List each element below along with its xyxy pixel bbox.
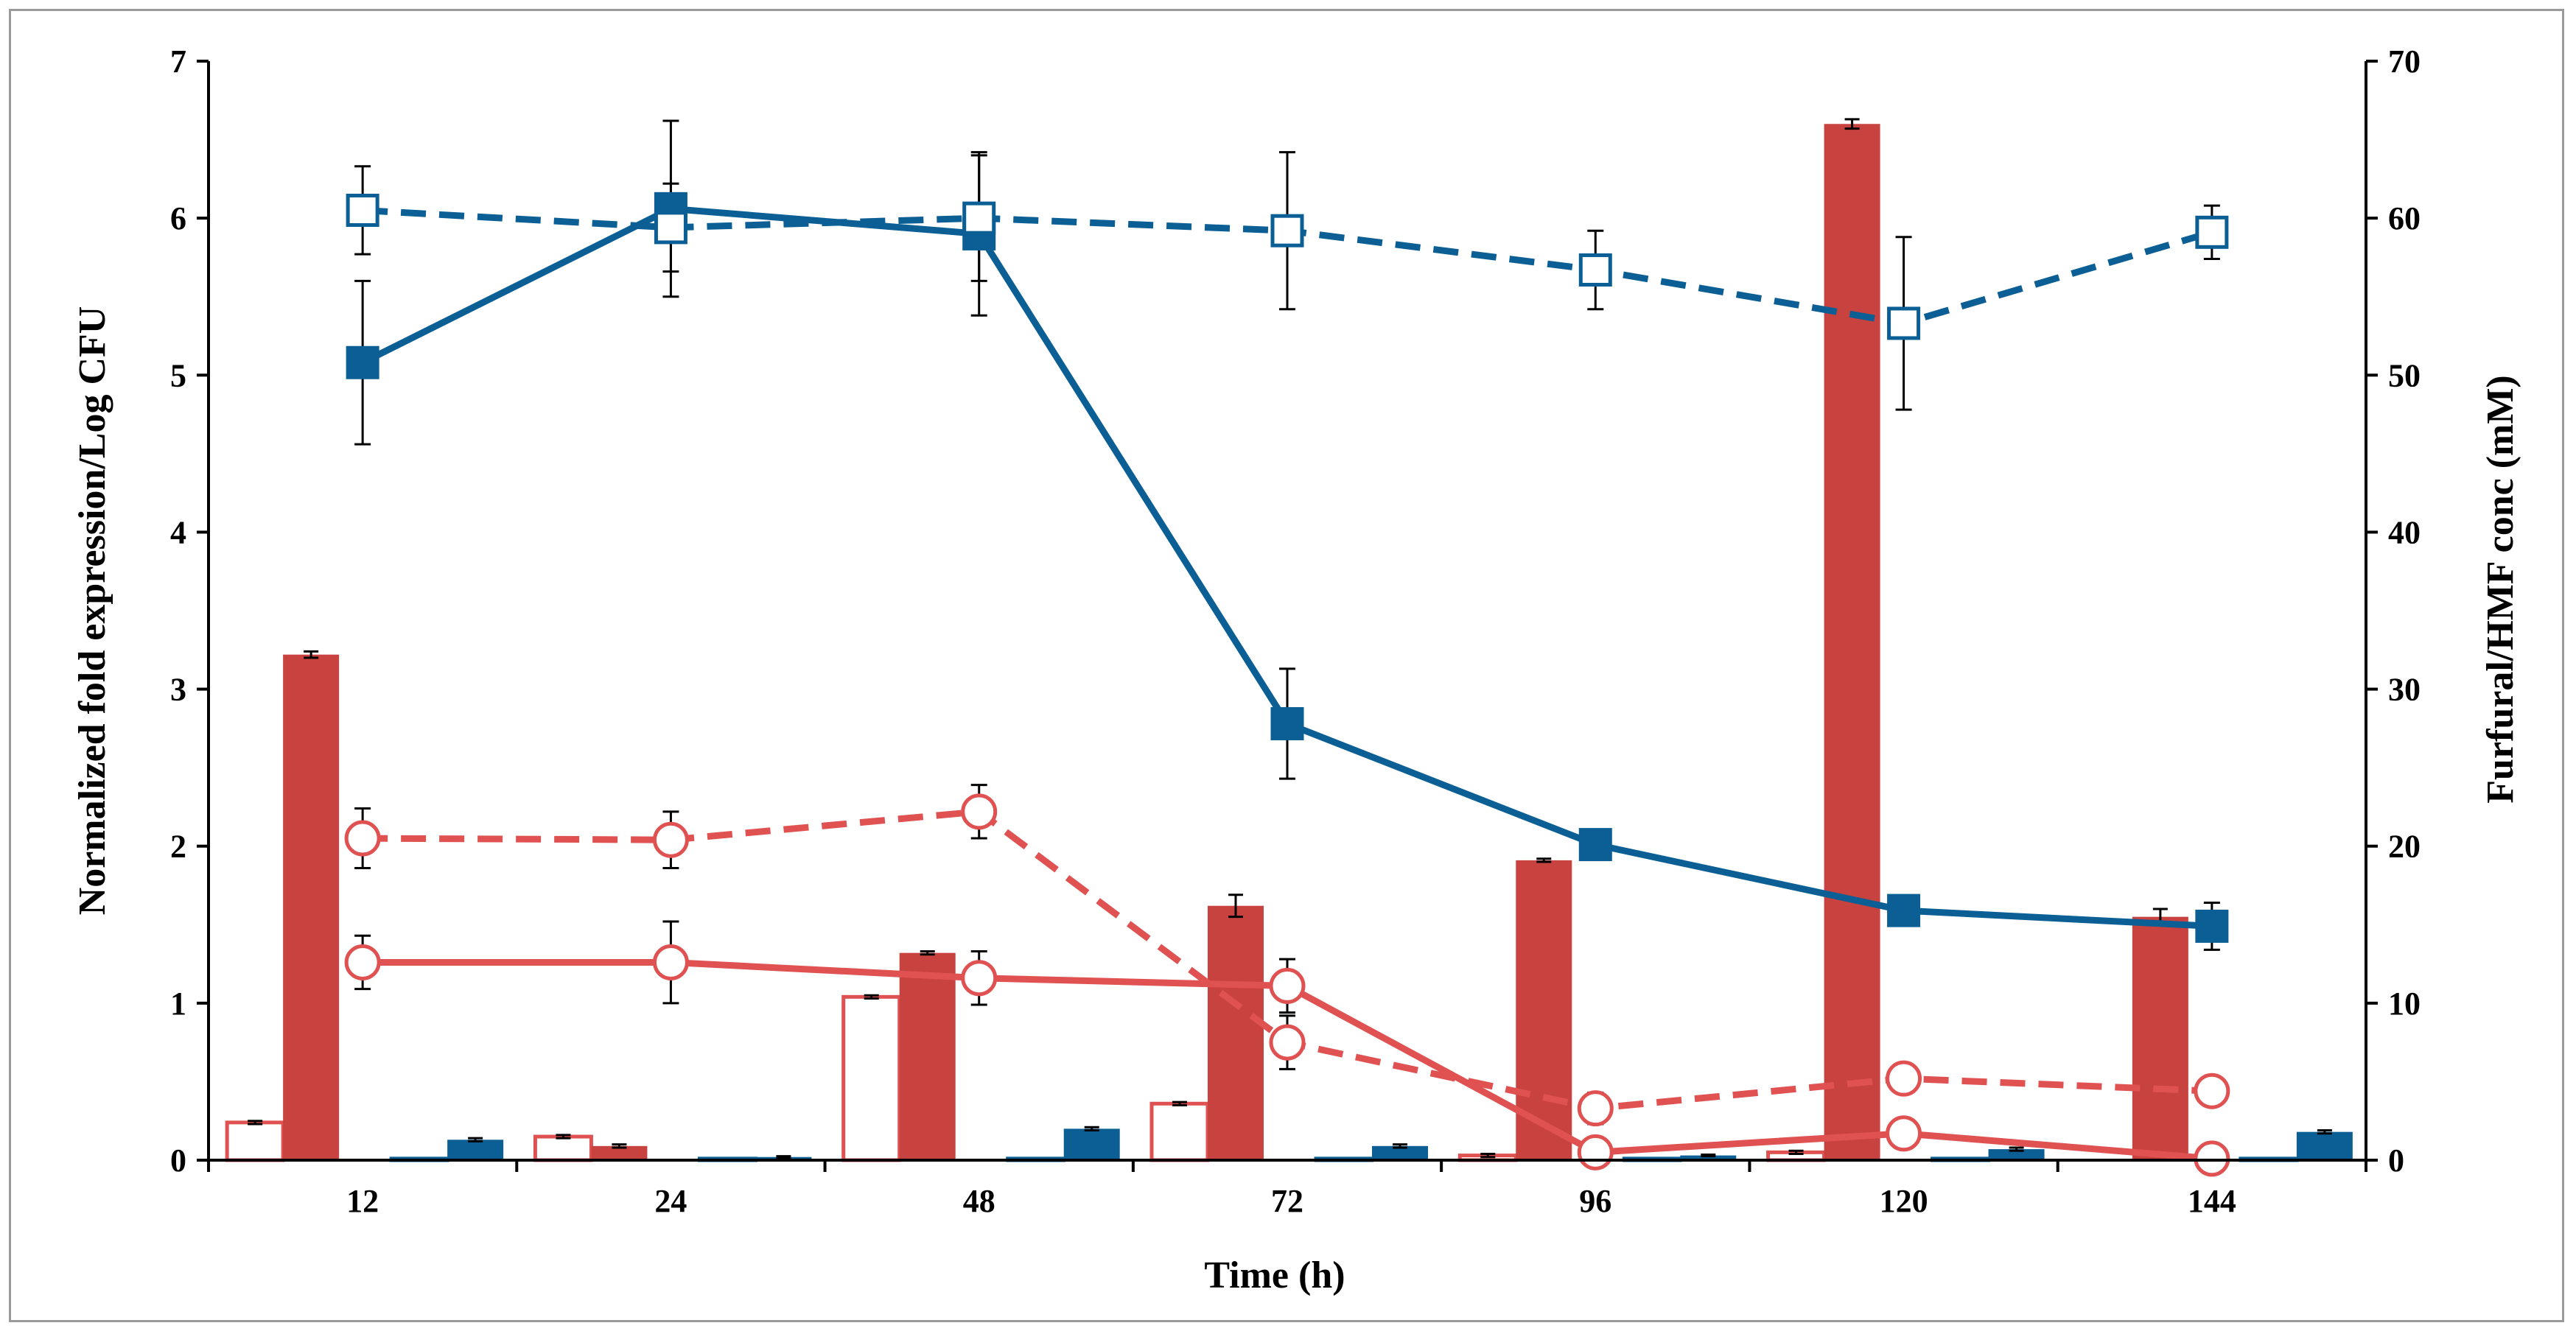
- bar-blue-filled-bar: [2296, 1131, 2353, 1160]
- blue-dashed-open-square-marker: [346, 193, 379, 227]
- blue-solid-filled-square-marker: [1270, 706, 1304, 740]
- bars-layer: [225, 124, 2353, 1162]
- x-tick-label: 72: [1271, 1183, 1303, 1219]
- lines-layer: [344, 192, 2230, 1177]
- bar-blue-filled-bar: [1680, 1155, 1737, 1160]
- y-left-tick-label: 1: [170, 986, 186, 1022]
- bar-blue-filled-bar: [447, 1140, 504, 1160]
- bar-red-filled-bar: [1516, 860, 1572, 1160]
- y-left-tick-label: 2: [170, 829, 186, 865]
- red-solid-open-circle-marker: [344, 944, 381, 980]
- y-right-tick-label: 60: [2388, 200, 2421, 236]
- bar-red-filled-bar: [1208, 905, 1264, 1160]
- y-right-axis-title: Furfural/HMF conc (mM): [2479, 375, 2521, 803]
- x-tick-label: 48: [963, 1183, 995, 1219]
- bar-red-filled-bar: [899, 952, 956, 1160]
- x-tick-label: 96: [1579, 1183, 1611, 1219]
- blue-dashed-open-square-marker: [1887, 306, 1921, 340]
- red-dashed-open-circle-marker: [1577, 1090, 1614, 1127]
- red-solid-open-circle-marker: [1577, 1134, 1614, 1170]
- red-solid-open-circle-marker: [1886, 1115, 1922, 1152]
- red-dashed-open-circle-marker: [1269, 1024, 1306, 1061]
- blue-solid-filled-square-marker: [346, 345, 379, 379]
- bar-red-open-bar: [841, 994, 902, 1162]
- bar-blue-filled-bar: [1372, 1145, 1428, 1160]
- x-tick-label: 12: [346, 1183, 379, 1219]
- blue-dashed-open-square-marker: [1578, 253, 1612, 287]
- y-left-tick-label: 0: [170, 1142, 186, 1179]
- bar-red-open-bar: [225, 1120, 285, 1162]
- bar-red-filled-bar: [2132, 916, 2188, 1160]
- x-tick-label: 24: [654, 1183, 687, 1219]
- red-dashed-open-circle-marker: [652, 821, 689, 858]
- bar-blue-filled-bar: [1988, 1149, 2045, 1160]
- y-right-tick-label: 10: [2388, 986, 2421, 1022]
- y-right-tick-label: 70: [2388, 43, 2421, 80]
- y-left-tick-label: 3: [170, 672, 186, 708]
- axes-layer: [207, 61, 2367, 1162]
- red-dashed-open-circle-marker: [1886, 1060, 1922, 1097]
- y-left-axis-title: Normalized fold expression/Log CFU: [71, 306, 113, 916]
- blue-solid-filled-square-marker: [2195, 909, 2229, 943]
- y-left-tick-label: 5: [170, 357, 186, 393]
- blue-dashed-open-square-marker: [962, 201, 996, 235]
- x-tick-label: 144: [2188, 1183, 2236, 1219]
- x-axis-title: Time (h): [1204, 1254, 1345, 1296]
- red-dashed-open-circle-marker: [961, 793, 998, 830]
- y-right-tick-label: 0: [2388, 1142, 2404, 1179]
- red-solid-open-circle-marker: [2194, 1140, 2230, 1177]
- red-dashed-open-circle-marker: [2194, 1073, 2230, 1109]
- bar-red-open-bar: [1149, 1101, 1210, 1162]
- y-left-tick-label: 7: [170, 43, 186, 80]
- blue-solid-filled-square-marker: [1887, 894, 1921, 927]
- red-solid-open-circle-marker: [961, 960, 998, 997]
- x-tick-label: 120: [1880, 1183, 1928, 1219]
- blue-dashed-open-square-marker: [1270, 214, 1304, 248]
- bar-red-open-bar: [533, 1134, 593, 1162]
- blue-dashed-open-square-marker: [2195, 215, 2229, 249]
- y-right-tick-label: 50: [2388, 357, 2421, 393]
- red-dashed-open-circle-marker: [344, 820, 381, 857]
- bar-red-filled-bar: [1824, 124, 1880, 1161]
- y-right-tick-label: 30: [2388, 672, 2421, 708]
- bar-red-filled-bar: [591, 1145, 648, 1160]
- blue-dashed-open-square-marker: [654, 211, 687, 245]
- red-solid-open-circle-marker: [652, 944, 689, 980]
- bar-red-filled-bar: [283, 654, 340, 1160]
- y-left-tick-label: 4: [170, 514, 186, 550]
- red-solid-open-circle-marker: [1269, 967, 1306, 1004]
- y-right-tick-label: 20: [2388, 829, 2421, 865]
- y-left-tick-label: 6: [170, 200, 186, 236]
- bar-blue-filled-bar: [1063, 1128, 1120, 1160]
- blue-solid-filled-square-marker: [1578, 828, 1612, 862]
- y-right-tick-label: 40: [2388, 514, 2421, 550]
